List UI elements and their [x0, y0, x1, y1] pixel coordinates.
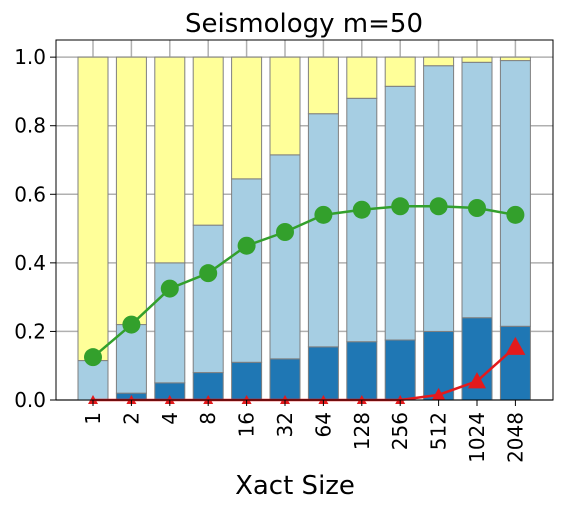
x-tick-label: 64 [311, 412, 335, 437]
x-tick-label: 8 [196, 412, 220, 425]
bar-segment [154, 56, 186, 264]
bar-segment [461, 56, 493, 63]
bar-segment [423, 56, 455, 67]
bar-segment [231, 56, 263, 180]
x-tick-label: 1 [81, 412, 105, 425]
bar-segment [269, 56, 301, 156]
x-tick-label: 2 [119, 412, 143, 425]
bar-segment [307, 56, 339, 115]
x-tick-label: 2048 [503, 412, 527, 463]
bar-segment [307, 346, 339, 401]
series-point [429, 197, 448, 216]
bar-segment [192, 56, 224, 226]
bar-segment [77, 360, 109, 401]
bar-segment [307, 113, 339, 348]
bar-segment [461, 61, 493, 319]
bar-segment [346, 97, 378, 343]
series-point [122, 315, 141, 334]
series-point [431, 387, 446, 401]
bar-segment [269, 154, 301, 360]
x-tick-label: 512 [427, 412, 451, 450]
series-point [468, 199, 486, 217]
bar-segment [346, 56, 378, 99]
bar-segment [269, 358, 301, 401]
series-point [352, 200, 371, 219]
bar-segment [499, 60, 531, 327]
y-tick-label: 0.4 [14, 251, 46, 275]
bar-segment [115, 324, 147, 394]
series-point [160, 279, 179, 298]
series-point [276, 223, 294, 241]
y-axis-ticks: 0.0 0.2 0.4 0.6 0.8 1.0 [14, 45, 56, 412]
series-point [314, 205, 333, 224]
bar-segment [499, 56, 531, 62]
series-point [84, 348, 102, 367]
series-point [468, 372, 486, 389]
series-point [237, 236, 256, 255]
plot-frame [55, 39, 554, 401]
bar-segment [384, 339, 416, 401]
bar-segment [384, 56, 416, 87]
x-tick-label: 1024 [465, 412, 489, 463]
y-tick-label: 0.6 [14, 182, 46, 206]
bar-segment [231, 178, 263, 363]
series-point [391, 197, 410, 216]
series-point [506, 205, 525, 224]
x-axis-label: Xact Size [235, 471, 355, 501]
y-tick-label: 0.0 [14, 388, 46, 412]
bar-segment [231, 361, 263, 401]
x-tick-label: 4 [158, 412, 182, 425]
bar-segment [77, 56, 109, 362]
y-tick-label: 1.0 [14, 45, 46, 69]
x-axis-ticks: 1 2 4 8 16 32 64 128 256 512 1024 2048 [81, 400, 527, 463]
bar-segment [115, 56, 147, 326]
x-tick-label: 16 [235, 412, 259, 437]
y-tick-label: 0.2 [14, 319, 46, 343]
series-point [199, 264, 218, 283]
x-tick-label: 32 [273, 412, 297, 437]
y-tick-label: 0.8 [14, 114, 46, 138]
x-tick-label: 128 [350, 412, 374, 450]
chart-title: Seismology m=50 [185, 9, 423, 39]
series-point [505, 336, 526, 355]
bars-layer [77, 56, 531, 401]
bar-segment [346, 341, 378, 401]
bar-segment [192, 224, 224, 374]
x-tick-label: 256 [388, 412, 412, 450]
